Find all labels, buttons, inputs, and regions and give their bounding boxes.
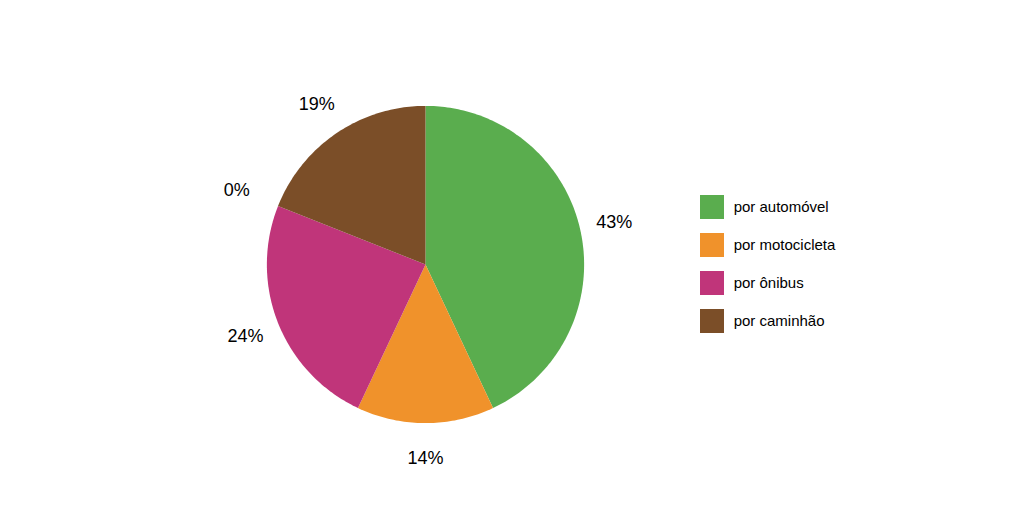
svg-text:24%: 24% xyxy=(227,325,263,345)
html-text:por caminhão: por caminhão xyxy=(733,312,825,329)
svg-text:14%: 14% xyxy=(407,447,443,467)
html-text:por ônibus: por ônibus xyxy=(733,274,804,291)
svg-text:19%: 19% xyxy=(298,94,334,114)
html-text:por automóvel: por automóvel xyxy=(733,198,829,215)
html-text:por motocicleta: por motocicleta xyxy=(733,236,836,253)
svg-text:0%: 0% xyxy=(223,179,249,199)
svg-text:43%: 43% xyxy=(596,212,632,232)
